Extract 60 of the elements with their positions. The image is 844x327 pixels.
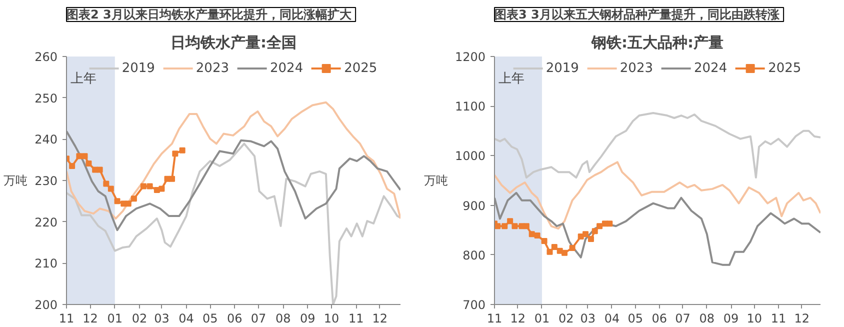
x-tick-label: 08 bbox=[275, 312, 291, 326]
x-tick-label: 12 bbox=[82, 312, 98, 326]
legend-label: 2019 bbox=[546, 60, 579, 76]
y-tick-label: 230 bbox=[34, 174, 58, 188]
y-tick-label: 240 bbox=[34, 132, 58, 147]
x-tick-label: 01 bbox=[534, 312, 550, 326]
x-tick-label: 11 bbox=[58, 312, 74, 326]
y-tick-label: 700 bbox=[462, 298, 486, 312]
x-tick-label: 01 bbox=[107, 312, 123, 326]
legend-label: 2024 bbox=[694, 60, 728, 76]
legend-label: 2019 bbox=[122, 60, 155, 76]
y-tick-label: 260 bbox=[34, 50, 58, 64]
legend-label: 2023 bbox=[620, 60, 653, 76]
y-tick-label: 210 bbox=[34, 256, 58, 271]
y-tick-label: 1200 bbox=[454, 50, 486, 64]
x-tick-label: 10 bbox=[746, 312, 762, 326]
y-axis-title: 万吨 bbox=[424, 174, 448, 188]
x-tick-label: 05 bbox=[628, 312, 643, 326]
y-tick-label: 1000 bbox=[454, 149, 486, 164]
line-series bbox=[494, 112, 820, 179]
line-series bbox=[494, 161, 820, 230]
x-tick-label: 12 bbox=[372, 312, 388, 326]
legend-label: 2024 bbox=[270, 60, 304, 76]
x-tick-label: 11 bbox=[486, 312, 502, 326]
x-tick-label: 07 bbox=[250, 312, 266, 326]
x-tick-label: 10 bbox=[324, 312, 340, 326]
line-series bbox=[66, 101, 400, 220]
y-axis-title: 万吨 bbox=[4, 174, 28, 188]
y-tick-label: 800 bbox=[462, 248, 486, 262]
x-tick-label: 03 bbox=[154, 312, 170, 326]
x-tick-label: 09 bbox=[300, 312, 316, 326]
y-tick-label: 200 bbox=[34, 298, 58, 312]
x-tick-label: 12 bbox=[510, 312, 526, 326]
x-tick-label: 04 bbox=[178, 312, 194, 326]
chart-title: 图表2 3月以来日均铁水产量环比提升，同比涨幅扩大 bbox=[66, 8, 352, 22]
chart-title: 图表3 3月以来五大钢材品种产量提升，同比由跌转涨 bbox=[494, 8, 780, 22]
x-tick-label: 12 bbox=[794, 312, 810, 326]
chart-subtitle: 日均铁水产量:全国 bbox=[170, 34, 296, 52]
y-tick-label: 1100 bbox=[454, 100, 486, 114]
x-tick-label: 08 bbox=[699, 312, 715, 326]
x-tick-label: 07 bbox=[675, 312, 690, 326]
legend-label: 2023 bbox=[196, 60, 229, 76]
x-tick-label: 02 bbox=[558, 312, 574, 326]
x-tick-label: 06 bbox=[652, 312, 668, 326]
legend-label: 2025 bbox=[344, 60, 378, 76]
y-tick-label: 220 bbox=[34, 215, 58, 230]
band-label: 上年 bbox=[70, 72, 96, 86]
x-tick-label: 09 bbox=[723, 312, 739, 326]
y-tick-label: 900 bbox=[462, 198, 486, 213]
legend-label: 2025 bbox=[768, 60, 802, 76]
y-tick-label: 250 bbox=[34, 91, 58, 106]
band-label: 上年 bbox=[498, 72, 524, 86]
x-tick-label: 03 bbox=[580, 312, 596, 326]
x-tick-label: 11 bbox=[348, 312, 364, 326]
x-tick-label: 04 bbox=[604, 312, 620, 326]
x-tick-label: 02 bbox=[132, 312, 148, 326]
x-tick-label: 05 bbox=[202, 312, 218, 326]
x-tick-label: 06 bbox=[227, 312, 242, 326]
x-tick-label: 11 bbox=[770, 312, 786, 326]
chart-subtitle: 钢铁:五大品种:产量 bbox=[590, 34, 724, 52]
